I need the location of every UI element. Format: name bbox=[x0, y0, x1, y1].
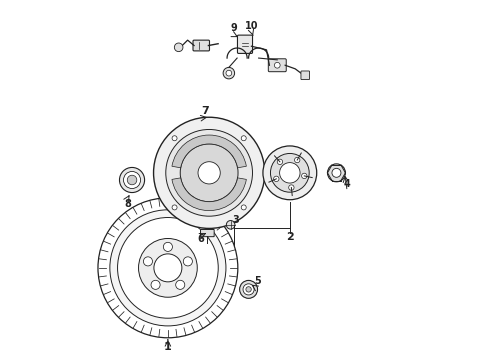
Circle shape bbox=[98, 198, 238, 338]
Text: 10: 10 bbox=[245, 21, 259, 31]
Circle shape bbox=[273, 176, 279, 181]
Text: 8: 8 bbox=[124, 199, 131, 209]
Circle shape bbox=[153, 117, 265, 228]
Text: 3: 3 bbox=[232, 215, 239, 225]
Circle shape bbox=[172, 205, 177, 210]
Circle shape bbox=[110, 210, 226, 326]
Text: 5: 5 bbox=[254, 276, 261, 286]
Circle shape bbox=[180, 144, 238, 202]
Circle shape bbox=[240, 280, 258, 298]
Circle shape bbox=[174, 43, 183, 51]
Circle shape bbox=[118, 217, 218, 318]
Circle shape bbox=[277, 159, 283, 165]
Circle shape bbox=[332, 168, 341, 177]
FancyBboxPatch shape bbox=[269, 59, 286, 72]
Circle shape bbox=[123, 171, 141, 189]
Circle shape bbox=[172, 136, 177, 141]
Circle shape bbox=[270, 153, 309, 192]
Text: 1: 1 bbox=[164, 342, 172, 352]
Circle shape bbox=[198, 162, 220, 184]
Circle shape bbox=[289, 185, 294, 190]
Circle shape bbox=[274, 62, 280, 68]
Circle shape bbox=[223, 67, 235, 79]
Circle shape bbox=[151, 280, 160, 289]
Circle shape bbox=[183, 257, 193, 266]
Circle shape bbox=[176, 280, 185, 289]
Circle shape bbox=[302, 173, 307, 179]
Circle shape bbox=[226, 70, 232, 76]
Circle shape bbox=[226, 221, 235, 229]
Wedge shape bbox=[172, 178, 246, 211]
Circle shape bbox=[246, 287, 251, 292]
Circle shape bbox=[327, 164, 345, 182]
Circle shape bbox=[241, 136, 246, 141]
Wedge shape bbox=[172, 135, 246, 168]
Circle shape bbox=[280, 163, 300, 183]
Circle shape bbox=[263, 146, 317, 200]
Circle shape bbox=[163, 242, 172, 251]
Text: 9: 9 bbox=[230, 23, 237, 33]
Circle shape bbox=[166, 130, 252, 216]
Text: 2: 2 bbox=[286, 232, 294, 242]
Circle shape bbox=[139, 238, 197, 297]
Circle shape bbox=[294, 157, 300, 163]
Circle shape bbox=[154, 254, 182, 282]
Text: 4: 4 bbox=[344, 179, 350, 189]
Circle shape bbox=[241, 205, 246, 210]
Text: 7: 7 bbox=[201, 106, 209, 116]
Circle shape bbox=[127, 175, 137, 185]
FancyBboxPatch shape bbox=[193, 40, 210, 51]
FancyBboxPatch shape bbox=[238, 35, 252, 53]
Circle shape bbox=[144, 257, 152, 266]
FancyBboxPatch shape bbox=[200, 229, 214, 237]
Circle shape bbox=[243, 284, 254, 295]
FancyBboxPatch shape bbox=[301, 71, 310, 80]
Text: 6: 6 bbox=[198, 234, 205, 244]
Circle shape bbox=[120, 167, 145, 193]
